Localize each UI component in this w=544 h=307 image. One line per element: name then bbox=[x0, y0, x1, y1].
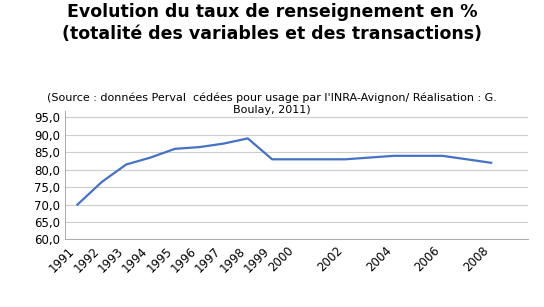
Text: Evolution du taux de renseignement en %
(totalité des variables et des transacti: Evolution du taux de renseignement en % … bbox=[62, 3, 482, 43]
Text: (Source : données Perval  cédées pour usage par l'INRA-Avignon/ Réalisation : G.: (Source : données Perval cédées pour usa… bbox=[47, 92, 497, 115]
